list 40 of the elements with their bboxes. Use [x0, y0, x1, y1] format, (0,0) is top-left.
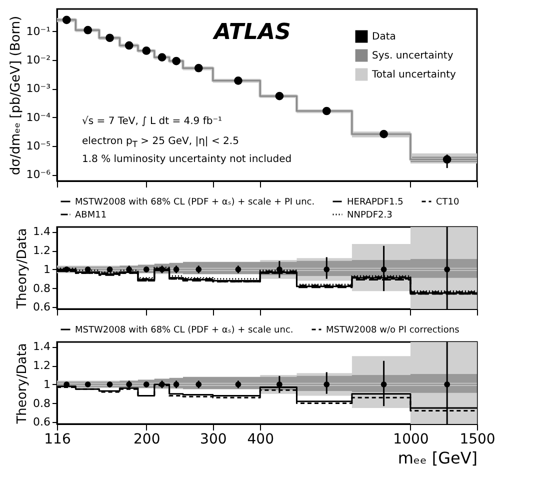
y-tick-label: 10⁻⁶: [26, 168, 52, 182]
x-tick-label: 1500: [460, 432, 496, 448]
x-tick-label: 116: [44, 432, 71, 448]
y-tick-label: 1.4: [33, 225, 50, 238]
annotation: 1.8 % luminosity uncertainty not included: [82, 154, 292, 165]
annotation: ATLAS: [214, 20, 291, 45]
y-axis-title: Theory/Data: [15, 228, 30, 310]
legend-label: MSTW2008 with 68% CL (PDF + αₛ) + scale + PI unc.: [75, 198, 315, 208]
y-tick-label: 0.8: [33, 396, 50, 410]
y-tick-label: 0.8: [33, 282, 50, 295]
legend-label: Total uncertainty: [371, 70, 456, 80]
x-axis-title: mₑₑ [GeV]: [398, 448, 478, 468]
legend-label: ABM11: [75, 210, 107, 220]
y-axis-title: Theory/Data: [15, 343, 30, 425]
y-tick-label: 1: [44, 378, 50, 391]
annotation: √s = 7 TeV, ∫ L dt = 4.9 fb⁻¹: [82, 116, 222, 127]
legend-label: Sys. uncertainty: [372, 50, 454, 62]
y-tick-label: 10⁻⁴: [26, 110, 52, 124]
legend-label: MSTW2008 w/o PI corrections: [326, 326, 460, 336]
y-tick-label: 0.6: [33, 300, 50, 314]
y-tick-label: 10⁻²: [26, 53, 50, 66]
annotation: electron p$_{T}$ > 25 GeV, |η| < 2.5: [82, 136, 239, 149]
x-tick-label: 400: [247, 432, 274, 448]
y-tick-label: 10⁻¹: [26, 24, 50, 38]
y-tick-label: 10⁻⁵: [26, 139, 50, 152]
y-tick-label: 10⁻³: [26, 82, 50, 96]
x-tick-label: 200: [134, 432, 160, 448]
legend-label: HERAPDF1.5: [347, 198, 404, 208]
y-tick-label: 1.4: [33, 340, 50, 354]
legend-label: Data: [372, 32, 396, 42]
x-tick-label: 300: [200, 432, 227, 448]
y-tick-label: 0.6: [33, 416, 50, 429]
y-tick-label: 1.2: [33, 359, 50, 372]
y-tick-label: 1: [44, 262, 50, 276]
y-tick-label: 1.2: [33, 244, 50, 258]
y-axis-title: dσ/dmₑₑ [pb/GeV] (Born): [8, 16, 24, 176]
legend-label: NNPDF2.3: [347, 210, 392, 220]
legend-label: CT10: [436, 198, 460, 208]
x-tick-label: 1000: [393, 432, 429, 448]
legend-label: MSTW2008 with 68% CL (PDF + αₛ) + scale unc.: [75, 326, 294, 336]
